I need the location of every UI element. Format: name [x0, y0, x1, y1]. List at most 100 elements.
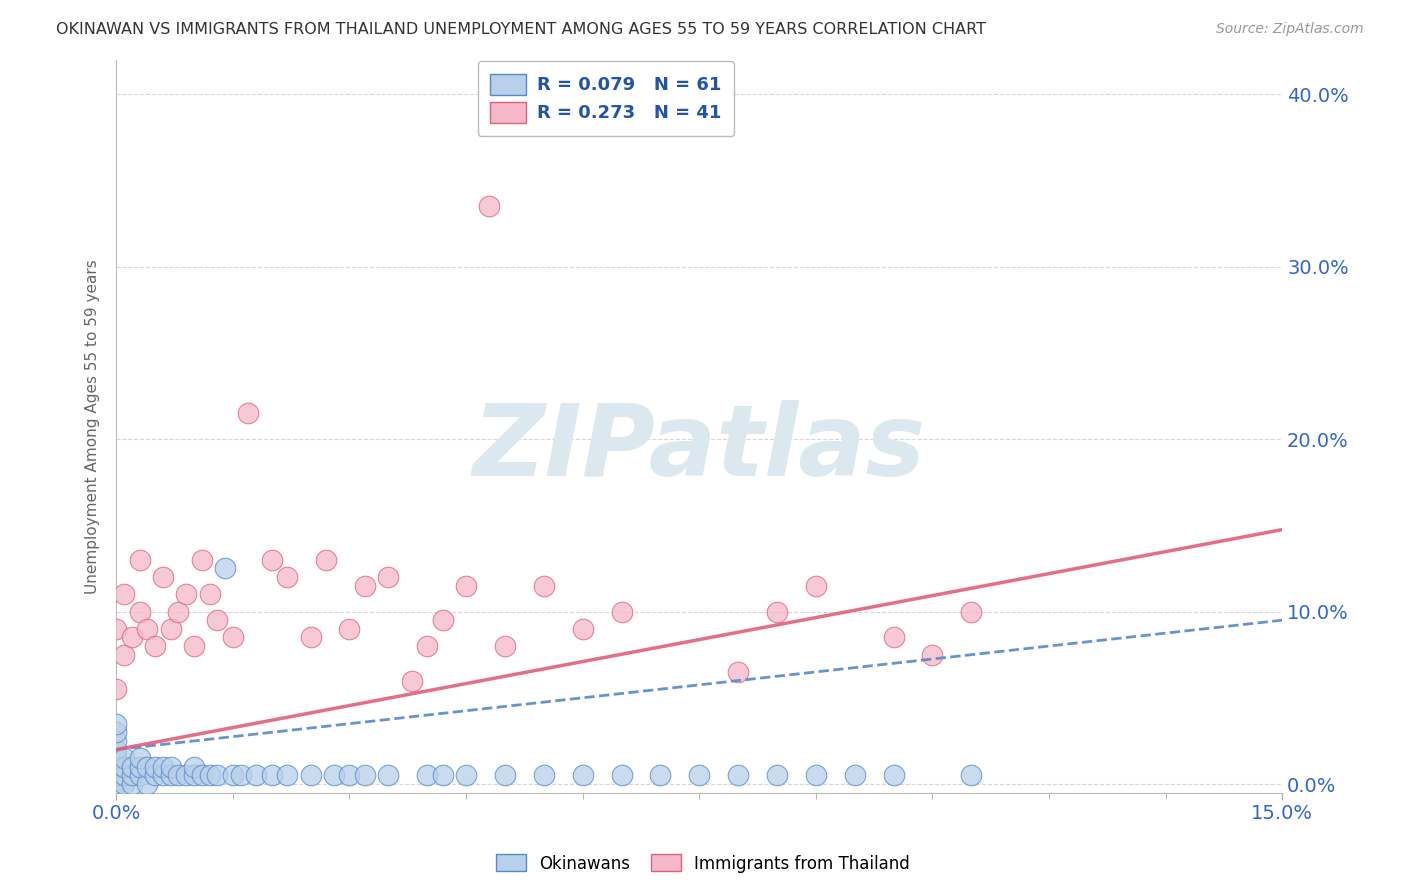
- Point: [377, 570, 399, 584]
- Point: [610, 605, 633, 619]
- Point: [121, 768, 143, 782]
- Point: [883, 768, 905, 782]
- Point: [315, 553, 337, 567]
- Point: [766, 605, 789, 619]
- Point: [222, 768, 245, 782]
- Point: [183, 639, 205, 653]
- Point: [339, 768, 361, 782]
- Point: [121, 760, 143, 774]
- Point: [354, 768, 377, 782]
- Point: [143, 760, 166, 774]
- Point: [128, 751, 150, 765]
- Point: [128, 553, 150, 567]
- Point: [198, 768, 221, 782]
- Point: [401, 673, 423, 688]
- Point: [960, 768, 983, 782]
- Point: [105, 768, 128, 782]
- Point: [105, 682, 128, 697]
- Point: [650, 768, 672, 782]
- Point: [152, 570, 174, 584]
- Point: [105, 734, 128, 748]
- Point: [128, 760, 150, 774]
- Point: [152, 768, 174, 782]
- Point: [191, 768, 214, 782]
- Point: [960, 605, 983, 619]
- Point: [478, 199, 501, 213]
- Point: [238, 406, 260, 420]
- Point: [454, 768, 477, 782]
- Point: [152, 760, 174, 774]
- Point: [766, 768, 789, 782]
- Point: [136, 622, 159, 636]
- Point: [159, 768, 181, 782]
- Point: [727, 665, 749, 679]
- Point: [112, 751, 135, 765]
- Point: [183, 768, 205, 782]
- Point: [159, 622, 181, 636]
- Point: [804, 579, 827, 593]
- Point: [112, 587, 135, 601]
- Point: [167, 605, 190, 619]
- Point: [159, 760, 181, 774]
- Point: [229, 768, 252, 782]
- Point: [494, 639, 516, 653]
- Point: [322, 768, 344, 782]
- Point: [571, 768, 593, 782]
- Point: [105, 768, 128, 782]
- Point: [610, 768, 633, 782]
- Point: [416, 639, 439, 653]
- Point: [432, 613, 454, 627]
- Point: [128, 605, 150, 619]
- Point: [354, 579, 377, 593]
- Point: [454, 579, 477, 593]
- Point: [804, 768, 827, 782]
- Point: [377, 768, 399, 782]
- Point: [533, 768, 555, 782]
- Point: [276, 768, 298, 782]
- Point: [121, 777, 143, 791]
- Point: [174, 768, 197, 782]
- Point: [105, 725, 128, 739]
- Point: [112, 760, 135, 774]
- Point: [207, 768, 229, 782]
- Point: [214, 561, 236, 575]
- Point: [245, 768, 267, 782]
- Point: [688, 768, 710, 782]
- Point: [222, 631, 245, 645]
- Point: [571, 622, 593, 636]
- Point: [921, 648, 943, 662]
- Point: [105, 742, 128, 756]
- Point: [339, 622, 361, 636]
- Point: [167, 768, 190, 782]
- Text: OKINAWAN VS IMMIGRANTS FROM THAILAND UNEMPLOYMENT AMONG AGES 55 TO 59 YEARS CORR: OKINAWAN VS IMMIGRANTS FROM THAILAND UNE…: [56, 22, 986, 37]
- Point: [128, 768, 150, 782]
- Point: [299, 768, 322, 782]
- Point: [136, 777, 159, 791]
- Y-axis label: Unemployment Among Ages 55 to 59 years: Unemployment Among Ages 55 to 59 years: [86, 259, 100, 593]
- Point: [174, 587, 197, 601]
- Point: [494, 768, 516, 782]
- Point: [112, 777, 135, 791]
- Point: [727, 768, 749, 782]
- Point: [105, 716, 128, 731]
- Point: [260, 768, 283, 782]
- Point: [121, 631, 143, 645]
- Point: [276, 570, 298, 584]
- Point: [432, 768, 454, 782]
- Point: [112, 768, 135, 782]
- Point: [260, 553, 283, 567]
- Point: [136, 760, 159, 774]
- Point: [105, 751, 128, 765]
- Point: [844, 768, 866, 782]
- Point: [533, 579, 555, 593]
- Point: [191, 553, 214, 567]
- Point: [416, 768, 439, 782]
- Point: [112, 648, 135, 662]
- Point: [143, 768, 166, 782]
- Text: ZIPatlas: ZIPatlas: [472, 400, 925, 497]
- Point: [105, 777, 128, 791]
- Legend: Okinawans, Immigrants from Thailand: Okinawans, Immigrants from Thailand: [489, 847, 917, 880]
- Legend: R = 0.079   N = 61, R = 0.273   N = 41: R = 0.079 N = 61, R = 0.273 N = 41: [478, 62, 734, 136]
- Point: [198, 587, 221, 601]
- Point: [105, 760, 128, 774]
